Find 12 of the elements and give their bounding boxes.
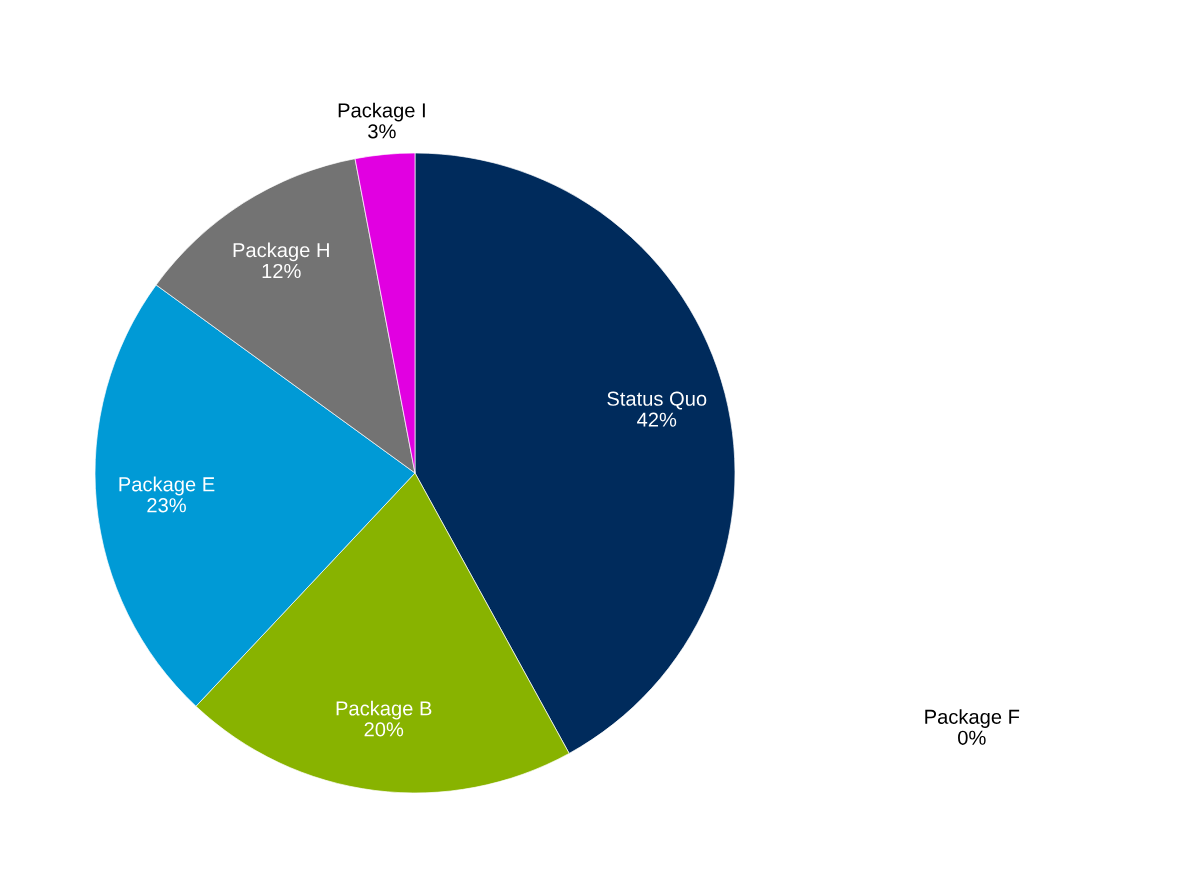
data-label: 3% <box>368 124 396 139</box>
slice-label: Package E <box>119 476 215 496</box>
slice-label: Package I <box>338 102 425 122</box>
text: 0% <box>958 730 986 745</box>
slice-label: Package B <box>336 700 432 720</box>
data-label: 23% <box>147 498 186 513</box>
data-label: 12% <box>262 263 301 279</box>
slice-label: Status Quo <box>607 391 707 410</box>
data-label: 20% <box>364 722 404 737</box>
category-label: Package F <box>925 709 1020 728</box>
data-label: 42% <box>637 412 677 427</box>
slice-label: Package H <box>233 242 329 262</box>
